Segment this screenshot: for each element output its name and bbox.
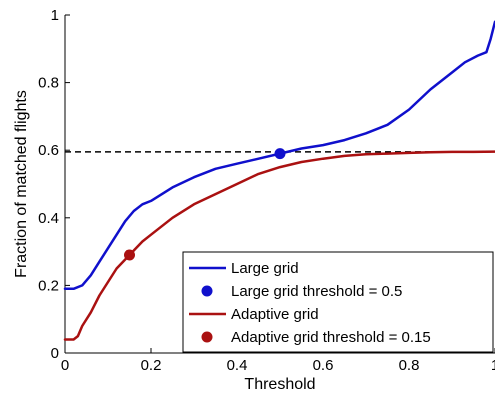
y-tick-label: 0.6 bbox=[38, 142, 59, 159]
x-tick-label: 0.8 bbox=[399, 357, 420, 374]
x-tick-label: 0.4 bbox=[227, 357, 248, 374]
threshold-marker-1 bbox=[124, 249, 135, 261]
legend: Large grid Large grid threshold = 0.5 Ad… bbox=[182, 251, 494, 353]
x-tick-label: 0 bbox=[61, 357, 69, 374]
legend-box bbox=[182, 251, 494, 353]
y-tick-label: 0.2 bbox=[38, 277, 59, 294]
y-ticks: 0 0.2 0.4 0.6 0.8 1 bbox=[38, 7, 70, 362]
marker-layer bbox=[124, 148, 286, 261]
series-line-adaptive-grid bbox=[63, 150, 495, 341]
series-layer bbox=[63, 20, 495, 341]
y-tick-label: 0 bbox=[51, 345, 59, 362]
legend-label-adaptive-grid-threshold: Adaptive grid threshold = 0.15 bbox=[231, 329, 431, 346]
threshold-marker-0 bbox=[274, 148, 286, 160]
legend-marker-large-grid-threshold bbox=[201, 285, 213, 297]
y-tick-label: 0.4 bbox=[38, 210, 59, 227]
x-tick-label: 1 bbox=[491, 357, 495, 374]
y-tick-label: 1 bbox=[51, 7, 59, 24]
y-axis-title: Fraction of matched flights bbox=[13, 90, 30, 278]
legend-marker-adaptive-grid-threshold bbox=[201, 331, 213, 343]
series-line-large-grid bbox=[63, 20, 495, 291]
legend-label-adaptive-grid: Adaptive grid bbox=[231, 306, 319, 323]
legend-label-large-grid: Large grid bbox=[231, 260, 299, 277]
x-axis-title: Threshold bbox=[244, 376, 315, 393]
plot-area: 0 0.2 0.4 0.6 0.8 1 0 0.2 0.4 0.6 0.8 1 bbox=[38, 7, 495, 374]
y-tick-label: 0.8 bbox=[38, 75, 59, 92]
x-tick-label: 0.2 bbox=[141, 357, 162, 374]
x-tick-label: 0.6 bbox=[313, 357, 334, 374]
legend-label-large-grid-threshold: Large grid threshold = 0.5 bbox=[231, 283, 402, 300]
